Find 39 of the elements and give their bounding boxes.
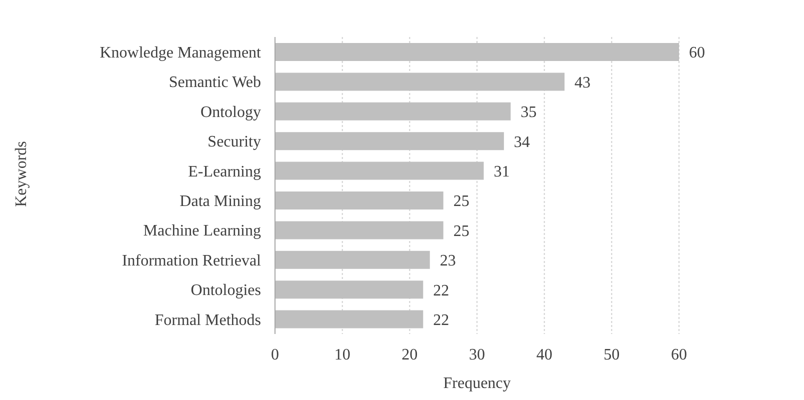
bar (275, 192, 444, 210)
data-label: 23 (440, 252, 456, 270)
data-label: 43 (574, 74, 591, 92)
data-label: 31 (494, 163, 510, 180)
y-tick-label: Formal Methods (154, 312, 261, 329)
bar (275, 280, 424, 299)
x-tick-label: 50 (604, 346, 620, 364)
data-label: 22 (433, 282, 450, 300)
y-tick-label: Ontologies (190, 282, 261, 300)
data-label: 60 (689, 44, 705, 62)
x-axis-title: Frequency (443, 375, 511, 392)
y-tick-label: Ontology (200, 104, 261, 121)
x-tick-label: 20 (402, 346, 418, 364)
x-tick-label: 0 (271, 346, 279, 364)
y-tick-label: E-Learning (188, 163, 261, 180)
y-tick-label: Knowledge Management (100, 44, 262, 62)
x-tick-label: 60 (671, 346, 687, 364)
bar (275, 132, 504, 150)
y-tick-label: Information Retrieval (122, 252, 262, 270)
x-tick-label: 30 (469, 346, 485, 364)
data-label: 25 (453, 193, 470, 210)
bar (275, 310, 424, 328)
data-label: 22 (433, 312, 450, 329)
y-axis-title: Keywords (13, 141, 31, 207)
x-tick-label: 10 (334, 346, 350, 364)
data-label: 35 (520, 104, 537, 122)
bar (275, 72, 565, 91)
y-tick-label: Security (208, 134, 261, 151)
y-tick-label: Machine Learning (143, 222, 261, 240)
bar (275, 102, 511, 120)
x-tick-label: 40 (536, 346, 552, 364)
bar (275, 43, 679, 61)
bar (275, 162, 484, 180)
bar (275, 250, 430, 269)
y-tick-label: Semantic Web (168, 74, 261, 92)
data-label: 34 (514, 134, 530, 151)
data-label: 25 (453, 222, 470, 240)
y-tick-label: Data Mining (180, 193, 261, 210)
bar (275, 221, 444, 240)
